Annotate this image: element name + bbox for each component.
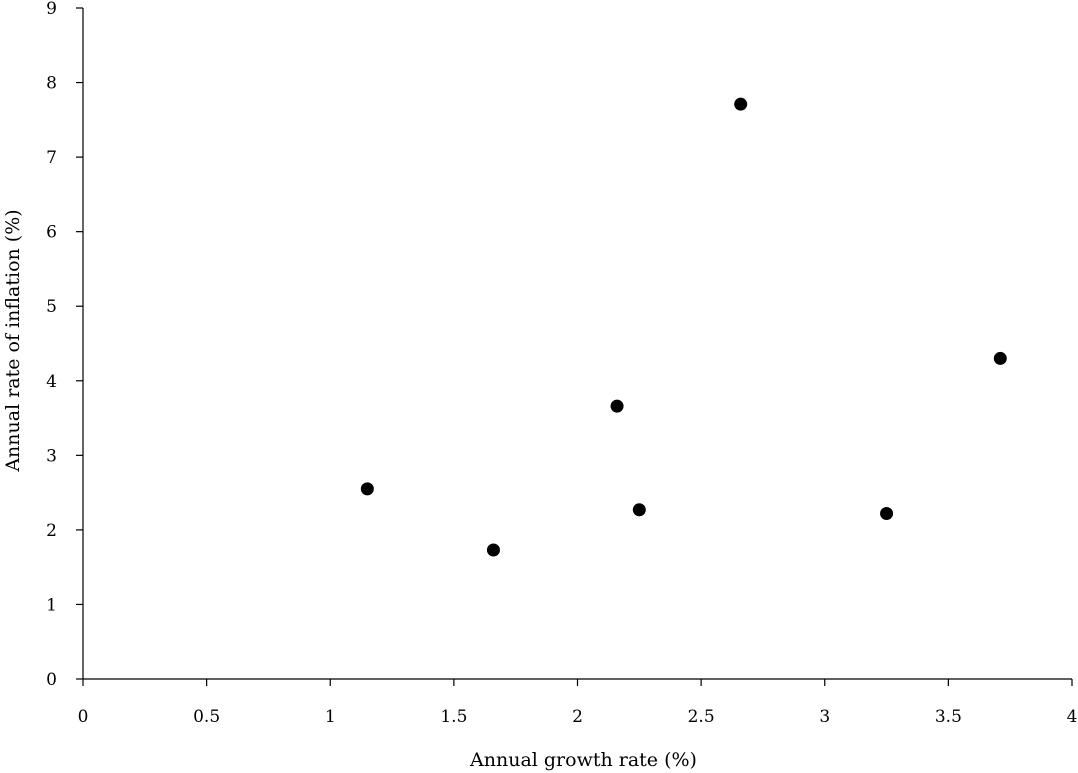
data-point	[880, 506, 894, 520]
y-axis-ticks: 0 1 2 3 4 5 6 7 8 9	[46, 0, 83, 690]
y-tick-label: 6	[46, 223, 57, 243]
data-point	[360, 482, 374, 496]
y-tick-label: 5	[46, 297, 57, 317]
y-tick-label: 3	[46, 446, 57, 466]
y-tick-label: 4	[46, 372, 57, 392]
x-tick-label: 1.5	[440, 707, 467, 727]
data-point	[610, 399, 624, 413]
data-point	[632, 503, 646, 517]
data-point	[734, 97, 748, 111]
x-tick-label: 2	[572, 707, 583, 727]
y-tick-label: 2	[46, 521, 57, 541]
data-point	[993, 351, 1007, 365]
y-tick-label: 8	[46, 74, 57, 94]
y-tick-label: 1	[46, 595, 57, 615]
x-tick-label: 4	[1067, 707, 1078, 727]
x-tick-label: 0	[78, 707, 89, 727]
x-tick-label: 3	[819, 707, 830, 727]
y-axis-title: Annual rate of inflation (%)	[2, 209, 24, 472]
y-tick-label: 7	[46, 148, 57, 168]
y-tick-label: 0	[46, 670, 57, 690]
x-axis-title: Annual growth rate (%)	[469, 749, 697, 771]
x-tick-label: 0.5	[193, 707, 220, 727]
y-tick-label: 9	[46, 0, 57, 19]
axes	[82, 8, 1072, 680]
data-point	[486, 543, 500, 557]
x-tick-label: 2.5	[688, 707, 715, 727]
x-tick-label: 3.5	[935, 707, 962, 727]
data-points	[360, 97, 1007, 557]
x-tick-label: 1	[325, 707, 336, 727]
x-axis-ticks: 0 0.5 1 1.5 2 2.5 3 3.5 4	[78, 679, 1078, 727]
